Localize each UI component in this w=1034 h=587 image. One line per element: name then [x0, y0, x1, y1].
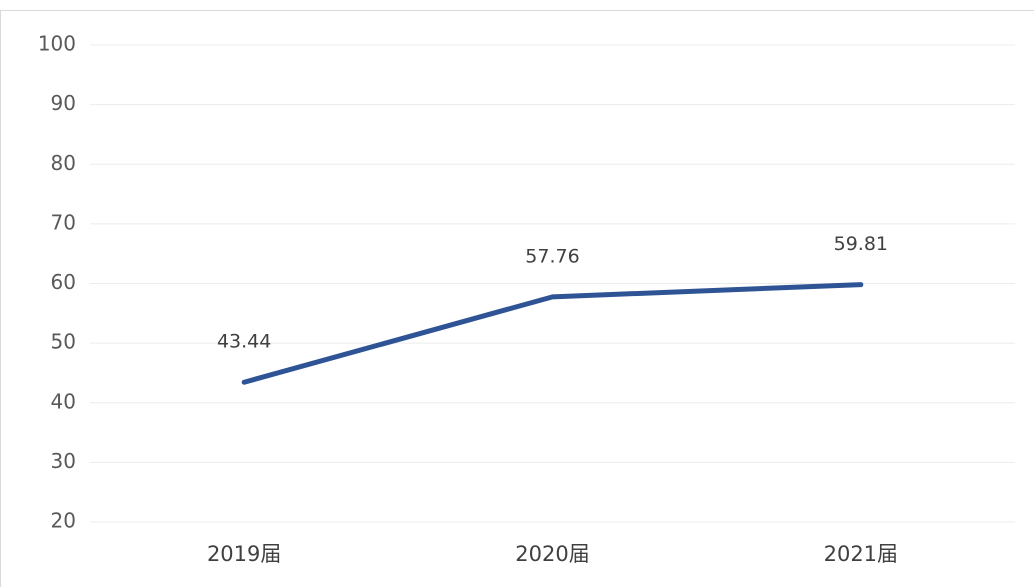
- y-tick-label: 80: [51, 151, 76, 175]
- y-tick-label: 100: [38, 32, 76, 56]
- chart-frame: [0, 10, 1034, 587]
- y-tick-label: 70: [51, 210, 76, 234]
- x-tick-label: 2020届: [515, 542, 589, 566]
- y-tick-label: 40: [51, 389, 76, 413]
- data-label: 43.44: [217, 331, 271, 353]
- y-tick-label: 60: [51, 270, 76, 294]
- x-tick-label: 2019届: [207, 542, 281, 566]
- y-tick-label: 90: [51, 91, 76, 115]
- data-label: 57.76: [525, 245, 579, 267]
- x-tick-label: 2021届: [824, 542, 898, 566]
- y-tick-label: 20: [51, 509, 76, 533]
- line-series: [241, 282, 864, 385]
- y-tick-label: 30: [51, 449, 76, 473]
- y-tick-label: 50: [51, 330, 76, 354]
- data-label: 59.81: [834, 233, 888, 255]
